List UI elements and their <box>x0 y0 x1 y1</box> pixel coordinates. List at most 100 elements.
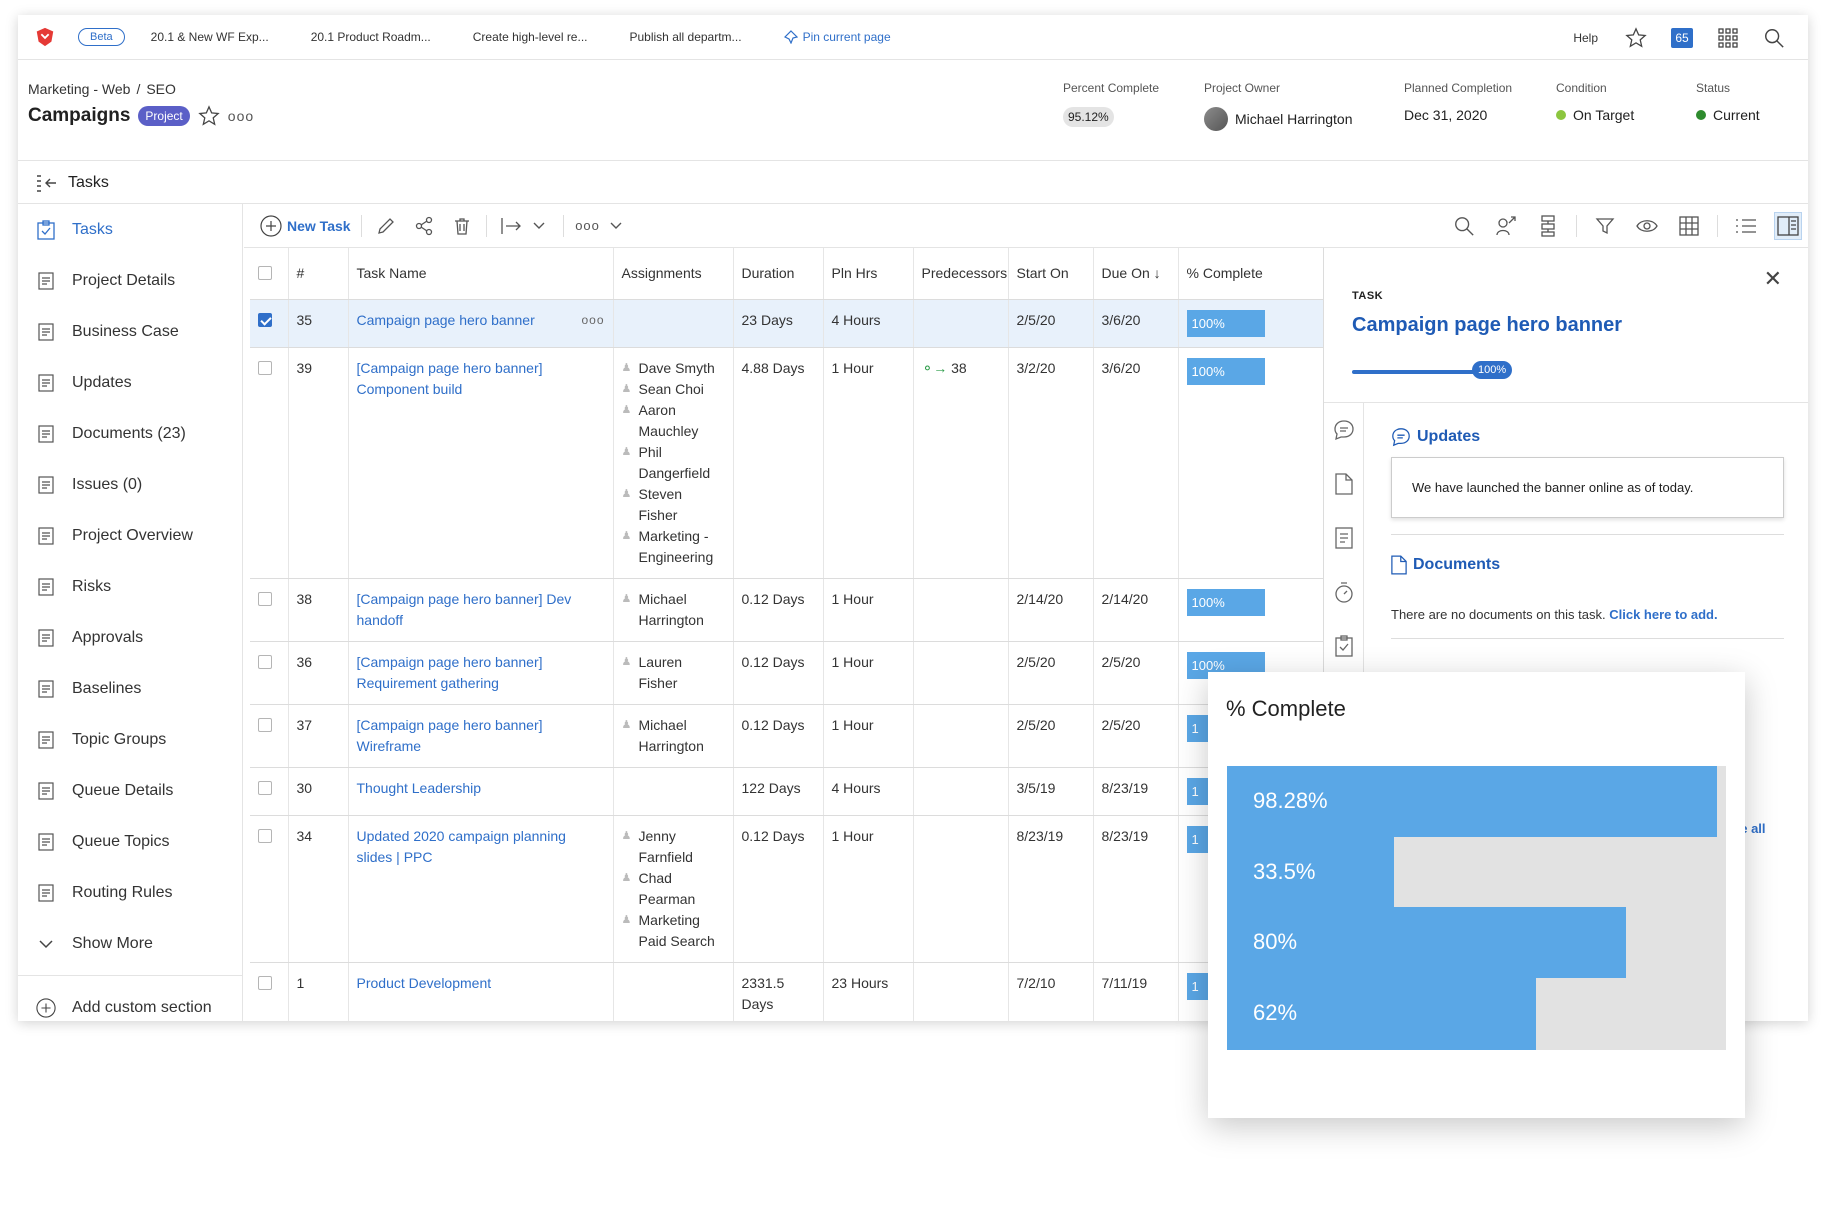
select-all-header[interactable] <box>250 248 289 300</box>
edit-pencil-icon[interactable] <box>372 212 400 240</box>
documents-section-title[interactable]: Documents <box>1391 555 1784 575</box>
sidebar-item-routing-rules[interactable]: Routing Rules <box>18 867 242 918</box>
planned-hours-cell[interactable]: 1 Hour <box>823 704 914 768</box>
help-link[interactable]: Help <box>1573 30 1598 45</box>
assignments-cell[interactable] <box>613 962 734 1021</box>
column-header-start-on[interactable]: Start On <box>1008 248 1094 300</box>
details-panel-toggle-icon[interactable] <box>1774 211 1802 240</box>
due-on-cell[interactable]: 3/6/20 <box>1093 347 1179 579</box>
chevron-down-icon[interactable] <box>602 212 630 240</box>
planned-hours-cell[interactable]: 1 Hour <box>823 347 914 579</box>
table-row[interactable]: 30 Thought Leadership 122 Days 4 Hours 3/5/1… <box>250 767 1330 816</box>
predecessor-value[interactable]: 38 <box>951 359 967 376</box>
row-checkbox[interactable] <box>258 780 272 795</box>
duration-cell[interactable]: 23 Days <box>733 299 824 348</box>
grouping-grid-icon[interactable] <box>1675 212 1703 240</box>
row-checkbox[interactable] <box>258 975 272 990</box>
task-progress-bar[interactable] <box>1352 370 1492 374</box>
updates-rail-icon[interactable] <box>1324 403 1364 457</box>
assignee-name[interactable]: Jenny Farnfield <box>638 827 693 865</box>
planned-hours-cell[interactable]: 1 Hour <box>823 815 914 963</box>
notifications-button[interactable]: 65 <box>1670 26 1694 50</box>
assignments-cell[interactable]: ♟ Jenny Farnfield ♟ Chad Pearman ♟ Marketing … <box>613 815 734 963</box>
assignee-name[interactable]: Dave Smyth <box>638 359 715 376</box>
assignee-name[interactable]: Phil Dangerfield <box>638 443 711 481</box>
workfront-logo-icon[interactable] <box>34 26 56 48</box>
start-on-cell[interactable]: 7/2/10 <box>1008 962 1094 1021</box>
row-select-cell[interactable] <box>250 641 289 705</box>
due-on-cell[interactable]: 2/5/20 <box>1093 704 1179 768</box>
row-select-cell[interactable] <box>250 962 289 1021</box>
planned-hours-cell[interactable]: 4 Hours <box>823 299 914 348</box>
sidebar-item-baselines[interactable]: Baselines <box>18 663 242 714</box>
row-select-cell[interactable] <box>250 767 289 816</box>
condition-value[interactable]: On Target <box>1573 107 1635 123</box>
start-on-cell[interactable]: 2/5/20 <box>1008 641 1094 705</box>
predecessors-cell[interactable] <box>913 641 1009 705</box>
assignments-cell[interactable]: ♟ Michael Harrington <box>613 578 734 642</box>
predecessors-cell[interactable]: ⚬→ 38 <box>913 347 1009 579</box>
sidebar-item-risks[interactable]: Risks <box>18 561 242 612</box>
row-checkbox[interactable] <box>258 654 272 669</box>
avatar[interactable] <box>1204 107 1228 131</box>
approvals-rail-icon[interactable] <box>1324 619 1364 673</box>
recent-item-3[interactable]: Create high-level re... <box>472 30 588 44</box>
due-on-cell[interactable]: 2/5/20 <box>1093 641 1179 705</box>
favorite-star-icon[interactable] <box>198 105 220 127</box>
sidebar-item-updates[interactable]: Updates <box>18 357 242 408</box>
predecessors-cell[interactable] <box>913 815 1009 963</box>
duration-cell[interactable]: 0.12 Days <box>733 578 824 642</box>
assignee-name[interactable]: Chad Pearman <box>638 869 696 907</box>
column-header-assignments[interactable]: Assignments <box>613 248 734 300</box>
table-row[interactable]: 36 [Campaign page hero banner] Requiremen… <box>250 641 1330 705</box>
recent-item-1[interactable]: 20.1 & New WF Exp... <box>150 30 269 44</box>
pin-current-page-link[interactable]: Pin current page <box>783 30 891 44</box>
task-name-link[interactable]: Updated 2020 campaign planning slides | … <box>356 827 566 865</box>
task-name-link[interactable]: [Campaign page hero banner] Requirement … <box>356 653 543 691</box>
predecessors-cell[interactable] <box>913 299 1009 348</box>
column-header-task-name[interactable]: Task Name <box>348 248 614 300</box>
row-checkbox[interactable] <box>258 591 272 606</box>
assignments-cell[interactable]: ♟ Michael Harrington <box>613 704 734 768</box>
duration-cell[interactable]: 0.12 Days <box>733 815 824 963</box>
breadcrumb-program[interactable]: SEO <box>146 81 176 97</box>
assignments-cell[interactable] <box>613 767 734 816</box>
list-view-icon[interactable] <box>1732 212 1760 240</box>
row-select-cell[interactable] <box>250 578 289 642</box>
table-row[interactable]: 38 [Campaign page hero banner] Dev handof… <box>250 578 1330 642</box>
sidebar-item-topic-groups[interactable]: Topic Groups <box>18 714 242 765</box>
sidebar-item-project-overview[interactable]: Project Overview <box>18 510 242 561</box>
chevron-down-icon[interactable] <box>525 212 553 240</box>
due-on-cell[interactable]: 7/11/19 <box>1093 962 1179 1021</box>
column-header-percent-complete[interactable]: % Complete <box>1178 248 1330 300</box>
start-on-cell[interactable]: 2/14/20 <box>1008 578 1094 642</box>
duration-cell[interactable]: 0.12 Days <box>733 641 824 705</box>
planned-hours-cell[interactable]: 23 Hours <box>823 962 914 1021</box>
assignments-cell[interactable] <box>613 299 734 348</box>
details-rail-icon[interactable] <box>1324 511 1364 565</box>
percent-complete-bar[interactable]: 100% <box>1186 588 1265 616</box>
row-select-cell[interactable] <box>250 704 289 768</box>
collapse-nav-icon[interactable] <box>36 174 58 192</box>
row-checkbox[interactable] <box>258 360 272 375</box>
row-select-cell[interactable] <box>250 347 289 579</box>
start-on-cell[interactable]: 2/5/20 <box>1008 704 1094 768</box>
assignee-name[interactable]: Aaron Mauchley <box>638 401 699 439</box>
duration-cell[interactable]: 4.88 Days <box>733 347 824 579</box>
assignee-name[interactable]: Marketing Paid Search <box>638 911 715 949</box>
row-checkbox[interactable] <box>258 312 272 327</box>
predecessors-cell[interactable] <box>913 704 1009 768</box>
project-owner-value[interactable]: Michael Harrington <box>1235 111 1353 127</box>
search-icon[interactable] <box>1450 212 1478 240</box>
duration-cell[interactable]: 2331.5 Days <box>733 962 824 1021</box>
beta-badge[interactable]: Beta <box>78 28 125 46</box>
percent-complete-cell[interactable]: 100% <box>1178 578 1330 642</box>
row-checkbox[interactable] <box>258 828 272 843</box>
share-icon[interactable] <box>410 212 438 240</box>
column-header-predecessors[interactable]: Predecessors <box>913 248 1009 300</box>
more-options-icon[interactable]: ooo <box>227 108 255 124</box>
table-row[interactable]: 1 Product Development 2331.5 Days 23 Hours 7… <box>250 962 1330 1021</box>
predecessors-cell[interactable] <box>913 962 1009 1021</box>
start-on-cell[interactable]: 8/23/19 <box>1008 815 1094 963</box>
sidebar-item-documents-23[interactable]: Documents (23) <box>18 408 242 459</box>
